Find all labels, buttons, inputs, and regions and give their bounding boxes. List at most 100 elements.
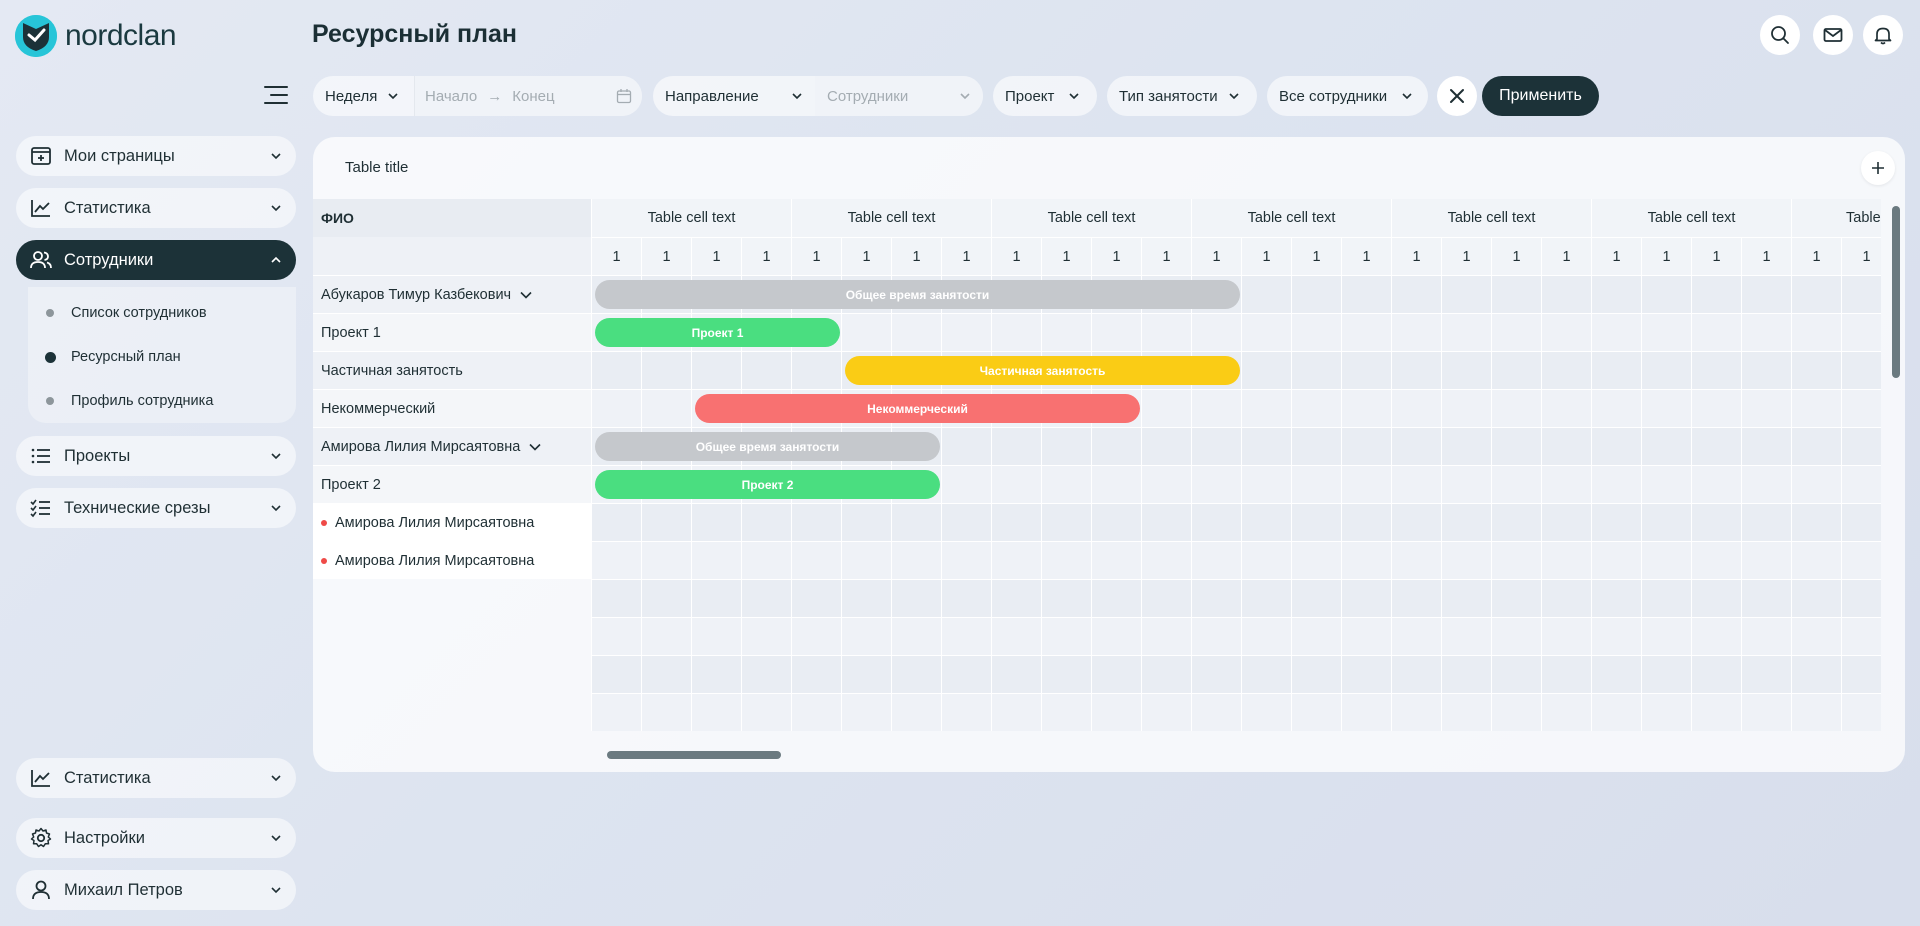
direction-select[interactable]: Направление xyxy=(653,76,815,116)
table-cell[interactable] xyxy=(1141,389,1191,427)
table-cell[interactable] xyxy=(991,541,1041,579)
table-cell[interactable] xyxy=(1441,693,1491,731)
table-cell[interactable] xyxy=(1441,465,1491,503)
table-cell[interactable] xyxy=(991,465,1041,503)
table-cell[interactable] xyxy=(841,693,891,731)
employment-type-select[interactable]: Тип занятости xyxy=(1107,76,1257,116)
table-cell[interactable] xyxy=(941,693,991,731)
table-cell[interactable] xyxy=(1141,427,1191,465)
table-cell[interactable] xyxy=(891,579,941,617)
table-cell[interactable] xyxy=(1191,617,1241,655)
table-cell[interactable] xyxy=(1691,541,1741,579)
table-cell[interactable] xyxy=(1141,693,1191,731)
table-cell[interactable] xyxy=(1341,275,1391,313)
table-cell[interactable] xyxy=(691,617,741,655)
table-cell[interactable] xyxy=(941,503,991,541)
table-cell[interactable] xyxy=(1791,503,1841,541)
table-cell[interactable] xyxy=(1291,617,1341,655)
table-cell[interactable] xyxy=(791,617,841,655)
table-cell[interactable] xyxy=(1291,275,1341,313)
notifications-button[interactable] xyxy=(1863,15,1903,55)
table-cell[interactable] xyxy=(1741,617,1791,655)
table-cell[interactable] xyxy=(641,655,691,693)
allocation-bar[interactable]: Некоммерческий xyxy=(695,394,1140,423)
table-cell[interactable] xyxy=(1241,465,1291,503)
table-cell[interactable] xyxy=(1091,541,1141,579)
table-cell[interactable] xyxy=(1091,465,1141,503)
table-cell[interactable] xyxy=(1341,655,1391,693)
table-cell[interactable] xyxy=(1691,503,1741,541)
table-cell[interactable] xyxy=(1741,541,1791,579)
table-cell[interactable] xyxy=(1241,693,1291,731)
add-button[interactable] xyxy=(1861,151,1895,185)
table-cell[interactable] xyxy=(1441,389,1491,427)
table-cell[interactable] xyxy=(1141,313,1191,351)
table-cell[interactable] xyxy=(791,655,841,693)
table-cell[interactable] xyxy=(1591,275,1641,313)
vertical-scrollbar[interactable] xyxy=(1892,206,1900,378)
table-cell[interactable] xyxy=(741,579,791,617)
table-cell[interactable] xyxy=(1641,503,1691,541)
table-cell[interactable] xyxy=(1591,313,1641,351)
table-cell[interactable] xyxy=(1191,427,1241,465)
table-cell[interactable] xyxy=(1391,313,1441,351)
table-cell[interactable] xyxy=(1791,579,1841,617)
table-cell[interactable] xyxy=(1491,503,1541,541)
table-cell[interactable] xyxy=(1041,541,1091,579)
table-cell[interactable] xyxy=(791,351,841,389)
table-cell[interactable] xyxy=(1691,693,1741,731)
table-cell[interactable] xyxy=(1441,275,1491,313)
table-cell[interactable] xyxy=(1591,617,1641,655)
table-cell[interactable] xyxy=(1541,275,1591,313)
table-cell[interactable] xyxy=(1841,579,1881,617)
table-cell[interactable] xyxy=(1091,693,1141,731)
table-cell[interactable] xyxy=(1741,465,1791,503)
table-cell[interactable] xyxy=(1091,655,1141,693)
table-cell[interactable] xyxy=(791,503,841,541)
table-cell[interactable] xyxy=(1041,579,1091,617)
employees-select[interactable]: Сотрудники xyxy=(815,76,983,116)
table-cell[interactable] xyxy=(591,617,641,655)
table-cell[interactable] xyxy=(1491,617,1541,655)
horizontal-scrollbar[interactable] xyxy=(607,751,781,759)
apply-button[interactable]: Применить xyxy=(1482,76,1599,116)
table-cell[interactable] xyxy=(1841,427,1881,465)
table-cell[interactable] xyxy=(1641,693,1691,731)
table-cell[interactable] xyxy=(1041,503,1091,541)
table-cell[interactable] xyxy=(1191,389,1241,427)
sidebar-subitem-resource-plan[interactable]: Ресурсный план xyxy=(45,349,181,365)
table-cell[interactable] xyxy=(1741,655,1791,693)
table-cell[interactable] xyxy=(1391,275,1441,313)
table-cell[interactable] xyxy=(1191,541,1241,579)
table-cell[interactable] xyxy=(1341,503,1391,541)
table-cell[interactable] xyxy=(791,693,841,731)
table-cell[interactable] xyxy=(1591,465,1641,503)
table-cell[interactable] xyxy=(1591,655,1641,693)
table-cell[interactable] xyxy=(1641,541,1691,579)
table-cell[interactable] xyxy=(691,541,741,579)
table-cell[interactable] xyxy=(1391,579,1441,617)
table-cell[interactable] xyxy=(1841,541,1881,579)
table-cell[interactable] xyxy=(1541,503,1591,541)
table-row-person[interactable]: Абукаров Тимур Казбекович xyxy=(313,275,591,313)
table-cell[interactable] xyxy=(1841,313,1881,351)
table-cell[interactable] xyxy=(1491,351,1541,389)
table-cell[interactable] xyxy=(1641,427,1691,465)
table-cell[interactable] xyxy=(1541,465,1591,503)
table-cell[interactable] xyxy=(1191,503,1241,541)
allocation-bar[interactable]: Общее время занятости xyxy=(595,432,940,461)
table-cell[interactable] xyxy=(1291,655,1341,693)
table-cell[interactable] xyxy=(1841,351,1881,389)
sidebar-item-tech-slices[interactable]: Технические срезы xyxy=(16,488,296,528)
table-cell[interactable] xyxy=(1091,313,1141,351)
table-cell[interactable] xyxy=(1791,389,1841,427)
table-cell[interactable] xyxy=(991,427,1041,465)
period-select[interactable]: Неделя xyxy=(313,76,415,116)
table-cell[interactable] xyxy=(841,313,891,351)
table-cell[interactable] xyxy=(891,617,941,655)
table-cell[interactable] xyxy=(1591,389,1641,427)
table-cell[interactable] xyxy=(1491,693,1541,731)
table-cell[interactable] xyxy=(591,579,641,617)
allocation-bar[interactable]: Общее время занятости xyxy=(595,280,1240,309)
table-cell[interactable] xyxy=(1341,389,1391,427)
